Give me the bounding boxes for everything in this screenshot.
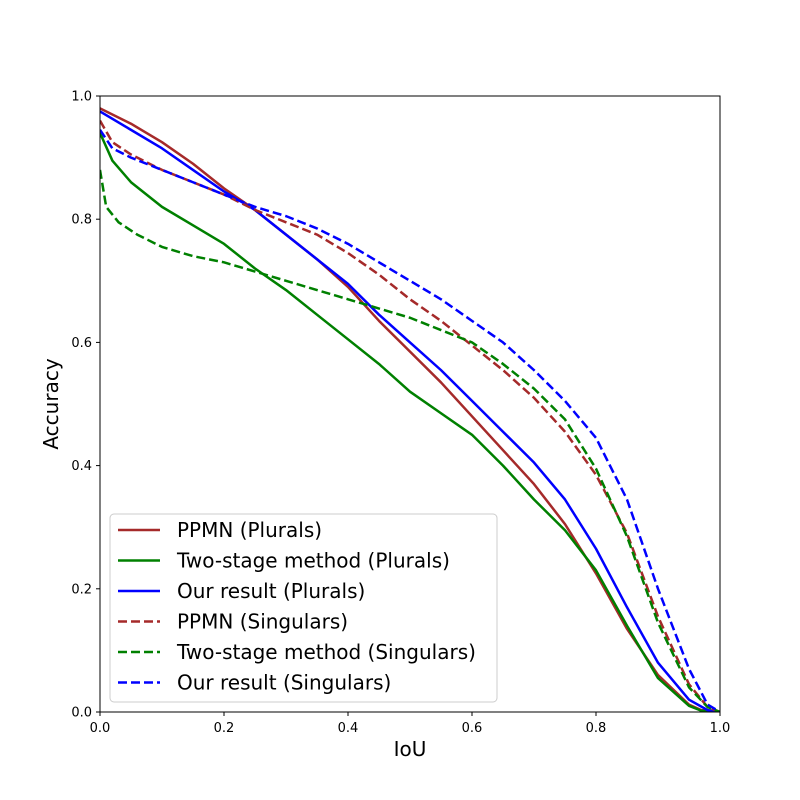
y-tick-label: 1.0 <box>71 90 92 105</box>
y-tick-label: 0.4 <box>71 459 92 474</box>
plot-frame <box>99 95 721 713</box>
y-tick-label: 0.6 <box>71 336 92 351</box>
series-layer <box>100 107 720 712</box>
series-line <box>100 110 720 712</box>
x-tick-label: 0.4 <box>338 721 359 736</box>
legend-label: Our result (Singulars) <box>177 671 391 695</box>
series-line <box>100 132 720 712</box>
legend-label: Our result (Plurals) <box>177 579 365 603</box>
y-tick-label: 0.2 <box>71 582 92 597</box>
series-line <box>100 129 720 712</box>
x-tick-label: 0.0 <box>90 721 111 736</box>
legend-label: Two-stage method (Plurals) <box>176 549 450 573</box>
x-axis-label: IoU <box>394 737 427 761</box>
x-tick-label: 0.6 <box>462 721 483 736</box>
y-tick-label: 0.8 <box>71 213 92 228</box>
legend-label: PPMN (Plurals) <box>177 518 322 542</box>
y-axis-label: Accuracy <box>39 358 63 449</box>
x-tick-label: 1.0 <box>710 721 731 736</box>
x-tick-label: 0.2 <box>214 721 235 736</box>
y-tick-label: 0.0 <box>71 706 92 721</box>
ticks-layer: 0.0 0.2 0.4 0.6 0.8 1.0 0.0 0.2 0.4 0.6 0.8 1.0 <box>71 90 730 737</box>
legend: PPMN (Plurals) Two-stage method (Plurals)… <box>109 513 498 703</box>
legend-label: PPMN (Singulars) <box>177 610 348 634</box>
legend-box <box>109 513 498 703</box>
x-tick-label: 0.8 <box>586 721 607 736</box>
legend-label: Two-stage method (Singulars) <box>176 640 476 664</box>
